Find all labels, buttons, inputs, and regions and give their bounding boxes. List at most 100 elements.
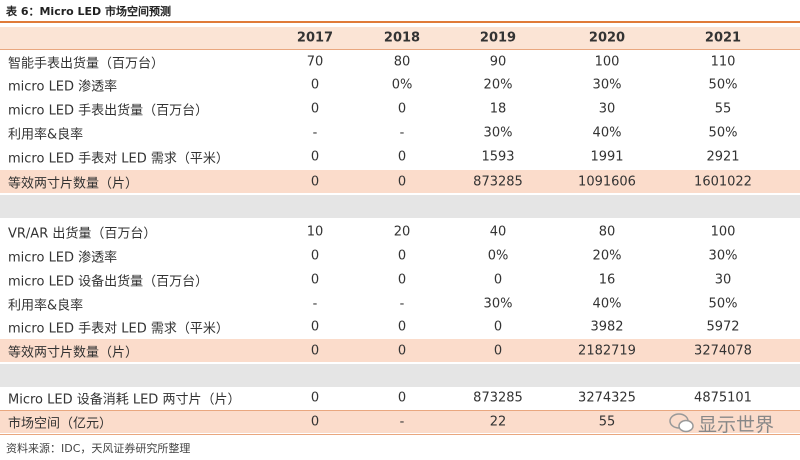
highlight-band xyxy=(0,339,800,362)
cell-value: 0 xyxy=(310,390,320,406)
cell-value: 70 xyxy=(306,54,324,70)
column-header: 2021 xyxy=(704,30,742,46)
column-header: 2017 xyxy=(296,30,334,46)
cell-value: 0 xyxy=(397,343,407,359)
cell-value: 50% xyxy=(708,77,738,93)
column-header: 2018 xyxy=(383,30,421,46)
highlight-band xyxy=(0,410,800,433)
row-label: 等效两寸片数量（片） xyxy=(8,176,139,192)
row-label: micro LED 渗透率 xyxy=(8,79,118,95)
cell-value: 30 xyxy=(598,101,616,117)
cell-value: 3274078 xyxy=(694,343,752,359)
row-label: micro LED 手表对 LED 需求（平米） xyxy=(8,321,229,337)
cell-value: 0 xyxy=(310,319,320,335)
highlight-band xyxy=(0,170,800,193)
cell-value: 1593 xyxy=(481,149,515,165)
row-label: micro LED 渗透率 xyxy=(8,250,118,266)
cell-value: 100 xyxy=(710,224,736,240)
cell-value: 10 xyxy=(306,224,324,240)
cell-value: 20% xyxy=(592,248,622,264)
cell-value: 0 xyxy=(310,343,320,359)
cell-value: 873285 xyxy=(473,390,523,406)
cell-value: 30% xyxy=(483,125,513,141)
row-label: 等效两寸片数量（片） xyxy=(8,345,139,361)
cell-value: 18 xyxy=(489,101,507,117)
row-label: micro LED 手表出货量（百万台） xyxy=(8,103,209,119)
cell-value: 40% xyxy=(592,296,622,312)
row-rule xyxy=(0,410,800,411)
cell-value: 110 xyxy=(710,54,736,70)
cell-value: 40% xyxy=(592,125,622,141)
bottom-rule xyxy=(0,434,800,435)
cell-value: 30% xyxy=(592,77,622,93)
cell-value: 0 xyxy=(310,248,320,264)
cell-value: 0 xyxy=(310,77,320,93)
cell-value: 80 xyxy=(393,54,411,70)
cell-value: 0 xyxy=(310,101,320,117)
cell-value: 16 xyxy=(598,272,616,288)
cell-value: 1991 xyxy=(590,149,624,165)
cell-value: 0 xyxy=(397,248,407,264)
cell-value: 30% xyxy=(483,296,513,312)
row-label: micro LED 设备出货量（百万台） xyxy=(8,274,209,290)
cell-value: 0% xyxy=(391,77,413,93)
cell-value: 1091606 xyxy=(578,174,636,190)
cell-value: 873285 xyxy=(473,174,523,190)
row-label: 利用率&良率 xyxy=(8,298,84,314)
cell-value: 0 xyxy=(310,149,320,165)
cell-value: 20% xyxy=(483,77,513,93)
cell-value: 55 xyxy=(598,414,616,430)
separator-band xyxy=(0,195,800,218)
cell-value: 0 xyxy=(310,414,320,430)
watermark: 显示世界 xyxy=(698,414,775,436)
separator-band xyxy=(0,364,800,387)
cell-value: 80 xyxy=(598,224,616,240)
row-label: VR/AR 出货量（百万台） xyxy=(8,226,157,242)
column-header: 2019 xyxy=(479,30,517,46)
cell-value: 5972 xyxy=(706,319,740,335)
watermark-icon xyxy=(669,413,694,433)
header-rule xyxy=(0,49,800,50)
cell-value: 50% xyxy=(708,125,738,141)
cell-value: 0 xyxy=(310,174,320,190)
cell-value: 90 xyxy=(489,54,507,70)
cell-value: 0 xyxy=(397,319,407,335)
cell-value: 2921 xyxy=(706,149,740,165)
row-label: micro LED 手表对 LED 需求（平米） xyxy=(8,151,229,167)
cell-value: 3274325 xyxy=(578,390,636,406)
table-title: 表 6：Micro LED 市场空间预测 xyxy=(6,5,172,18)
cell-value: 0 xyxy=(493,319,503,335)
cell-value: 0% xyxy=(487,248,509,264)
cell-value: 0 xyxy=(493,272,503,288)
cell-value: 3982 xyxy=(590,319,624,335)
cell-value: 40 xyxy=(489,224,507,240)
title-rule xyxy=(0,21,800,23)
cell-value: 0 xyxy=(397,390,407,406)
cell-value: 20 xyxy=(393,224,411,240)
cell-value: 100 xyxy=(594,54,620,70)
row-label: 智能手表出货量（百万台） xyxy=(8,56,165,72)
row-label: Micro LED 设备消耗 LED 两寸片（片） xyxy=(8,392,241,408)
row-label: 利用率&良率 xyxy=(8,127,84,143)
cell-value: 50% xyxy=(708,296,738,312)
cell-value: 30% xyxy=(708,248,738,264)
cell-value: - xyxy=(399,296,405,312)
cell-value: 30 xyxy=(714,272,732,288)
cell-value: 55 xyxy=(714,101,732,117)
cell-value: 0 xyxy=(310,272,320,288)
cell-value: - xyxy=(399,125,405,141)
cell-value: - xyxy=(312,296,318,312)
cell-value: 4875101 xyxy=(694,390,752,406)
header-band xyxy=(0,27,800,49)
cell-value: 0 xyxy=(397,174,407,190)
source-note: 资料来源：IDC，天风证券研究所整理 xyxy=(6,442,191,455)
cell-value: 0 xyxy=(493,343,503,359)
cell-value: 0 xyxy=(397,272,407,288)
cell-value: 0 xyxy=(397,101,407,117)
cell-value: 2182719 xyxy=(578,343,636,359)
cell-value: 22 xyxy=(489,414,507,430)
row-label: 市场空间（亿元） xyxy=(8,416,113,432)
cell-value: - xyxy=(399,414,405,430)
cell-value: 1601022 xyxy=(694,174,752,190)
